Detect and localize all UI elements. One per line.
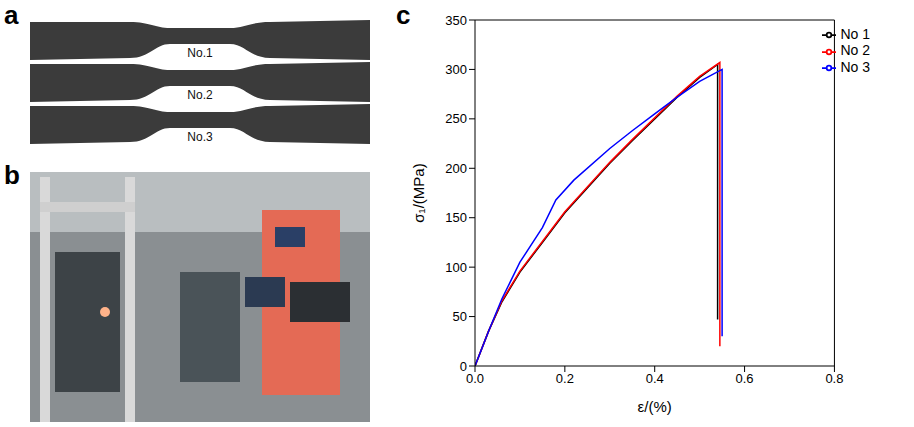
svg-text:0.0: 0.0 bbox=[466, 371, 484, 386]
html-text:c: c bbox=[396, 0, 411, 30]
html-text:a: a bbox=[4, 0, 19, 30]
svg-text:0.2: 0.2 bbox=[556, 371, 574, 386]
svg-text:0.6: 0.6 bbox=[736, 371, 754, 386]
html-text:No 1: No 1 bbox=[840, 26, 870, 42]
svg-text:No.2: No.2 bbox=[187, 88, 213, 102]
svg-text:50: 50 bbox=[453, 309, 467, 324]
svg-text:No.3: No.3 bbox=[187, 130, 213, 144]
svg-text:ε/(%): ε/(%) bbox=[638, 398, 672, 415]
svg-text:350: 350 bbox=[445, 13, 467, 28]
svg-text:300: 300 bbox=[445, 62, 467, 77]
svg-text:250: 250 bbox=[445, 111, 467, 126]
html-text:No 3: No 3 bbox=[840, 58, 870, 75]
html-text:No 2: No 2 bbox=[840, 42, 870, 59]
svg-text:100: 100 bbox=[445, 260, 467, 275]
html-text:b: b bbox=[4, 160, 20, 190]
svg-text:0: 0 bbox=[460, 359, 467, 374]
svg-text:No.1: No.1 bbox=[187, 46, 213, 60]
svg-text:0.4: 0.4 bbox=[646, 371, 664, 386]
svg-text:σ₁/(MPa): σ₁/(MPa) bbox=[410, 163, 427, 222]
svg-text:0.8: 0.8 bbox=[825, 371, 843, 386]
svg-text:150: 150 bbox=[445, 210, 467, 225]
svg-text:200: 200 bbox=[445, 161, 467, 176]
